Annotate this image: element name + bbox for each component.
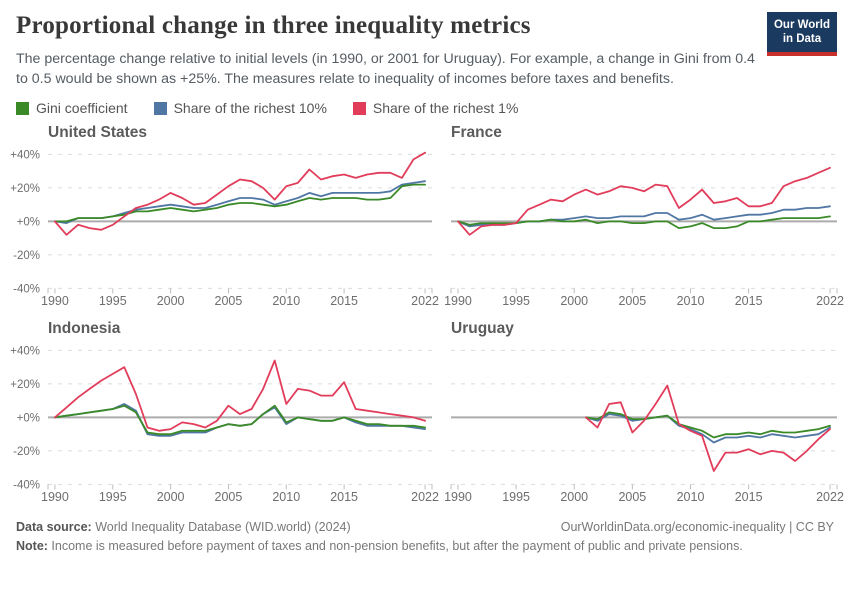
citation-line: OurWorldinData.org/economic-inequality |… [561, 518, 834, 537]
x-tick-label: 2022 [816, 294, 844, 308]
legend-item-top10: Share of the richest 10% [153, 100, 327, 117]
legend-item-top1: Share of the richest 1% [352, 100, 519, 117]
footer-row1: Data source: World Inequality Database (… [16, 518, 834, 537]
y-tick-label: +40% [10, 150, 40, 162]
x-tick-label: 2000 [560, 294, 588, 308]
chart-plot: +40% +20% +0% -20% -40%1990 1995 2000 2005 2010 2… [10, 346, 439, 505]
small-multiples-grid: United States +40% +20% +0% -20% -40% 1990 199… [0, 116, 850, 508]
y-tick-label: +0% [17, 413, 40, 425]
legend-item-gini: Gini coefficient [16, 100, 128, 116]
x-tick-label: 1990 [444, 294, 472, 308]
chart-indonesia: Indonesia +40% +20% +0% -20% -40% 1990 1995 200… [0, 320, 439, 508]
y-tick-label: +40% [10, 346, 40, 358]
x-tick-label: 2010 [677, 490, 705, 504]
x-tick-label: 2022 [411, 490, 439, 504]
x-tick-label: 2005 [215, 490, 243, 504]
x-tick-label: 1990 [444, 490, 472, 504]
page-subtitle: The percentage change relative to initia… [16, 51, 755, 88]
series-line-gini [54, 405, 427, 436]
chart-plot: +40% +20% +0% -20% -40%1990 1995 2000 2005 2010 2… [10, 150, 439, 309]
series-line-gini [54, 184, 427, 223]
chart-uruguay: Uruguay 1990 1995 2000 2005 2010 2015 2022 [444, 320, 844, 508]
data-source-label: Data source: [16, 520, 92, 535]
x-tick-label: 2015 [735, 490, 763, 504]
x-tick-label: 2005 [618, 294, 646, 308]
footer: Data source: World Inequality Database (… [0, 508, 850, 556]
x-tick-label: 2005 [215, 294, 243, 308]
x-tick-label: 2010 [677, 294, 705, 308]
y-tick-label: -40% [13, 284, 40, 296]
chart-title: United States [48, 124, 148, 142]
x-tick-label: 2000 [560, 490, 588, 504]
top10-swatch-icon [153, 101, 167, 115]
owid-logo[interactable]: Our World in Data [766, 12, 837, 56]
data-source-line: Data source: World Inequality Database (… [16, 518, 351, 537]
page-title: Proportional change in three inequality … [16, 12, 531, 39]
y-tick-label: +0% [17, 217, 40, 229]
note-line: Note: Income is measured before payment … [16, 537, 834, 556]
legend-label-top10: Share of the richest 10% [173, 100, 327, 117]
x-tick-label: 1995 [502, 294, 530, 308]
data-source-text: World Inequality Database (WID.world) (2… [91, 520, 351, 535]
chart-france: France 1990 1995 2000 2005 2010 2015 2022 [444, 124, 844, 312]
license-link[interactable]: CC BY [795, 520, 834, 535]
top1-swatch-icon [352, 101, 366, 115]
legend: Gini coefficient Share of the richest 10… [0, 89, 850, 116]
owid-logo-line1: Our World [773, 19, 830, 31]
x-tick-label: 1990 [41, 490, 69, 504]
series-line-top1 [54, 152, 427, 237]
chart-united-states: United States +40% +20% +0% -20% -40% 1990 199… [0, 124, 439, 312]
x-tick-label: 2005 [618, 490, 646, 504]
series-line-top1 [54, 359, 427, 433]
series-line-gini [457, 215, 831, 230]
citation-link[interactable]: OurWorldinData.org/economic-inequality [560, 520, 786, 535]
chart-title: France [451, 124, 502, 142]
legend-label-top1: Share of the richest 1% [372, 100, 519, 117]
x-tick-label: 1995 [99, 490, 127, 504]
gini-swatch-icon [16, 101, 29, 115]
x-tick-label: 2010 [272, 294, 300, 308]
x-tick-label: 2022 [816, 490, 844, 504]
chart-plot: 1990 1995 2000 2005 2010 2015 2022 [444, 154, 844, 308]
header: Proportional change in three inequality … [0, 0, 850, 89]
note-label: Note: [16, 539, 48, 554]
x-tick-label: 2000 [157, 294, 185, 308]
y-tick-label: -40% [13, 480, 40, 492]
citation-separator: | [785, 520, 796, 535]
owid-logo-line2: in Data [782, 33, 822, 46]
legend-label-gini: Gini coefficient [36, 100, 128, 117]
series-line-top1 [584, 385, 831, 473]
chart-plot: 1990 1995 2000 2005 2010 2015 2022 [444, 350, 844, 504]
chart-title: Uruguay [451, 320, 514, 338]
x-tick-label: 2015 [330, 294, 358, 308]
series-line-top1 [457, 167, 831, 237]
x-tick-label: 2022 [411, 294, 439, 308]
x-tick-label: 2015 [330, 490, 358, 504]
chart-title: Indonesia [48, 320, 121, 338]
note-text: Income is measured before payment of tax… [47, 539, 743, 554]
x-tick-label: 1995 [99, 294, 127, 308]
y-tick-label: +20% [10, 183, 40, 195]
x-tick-label: 1990 [41, 294, 69, 308]
x-tick-label: 1995 [502, 490, 530, 504]
y-tick-label: -20% [13, 250, 40, 262]
x-tick-label: 2015 [735, 294, 763, 308]
x-tick-label: 2010 [272, 490, 300, 504]
x-tick-label: 2000 [157, 490, 185, 504]
y-tick-label: +20% [10, 379, 40, 391]
y-tick-label: -20% [13, 446, 40, 458]
